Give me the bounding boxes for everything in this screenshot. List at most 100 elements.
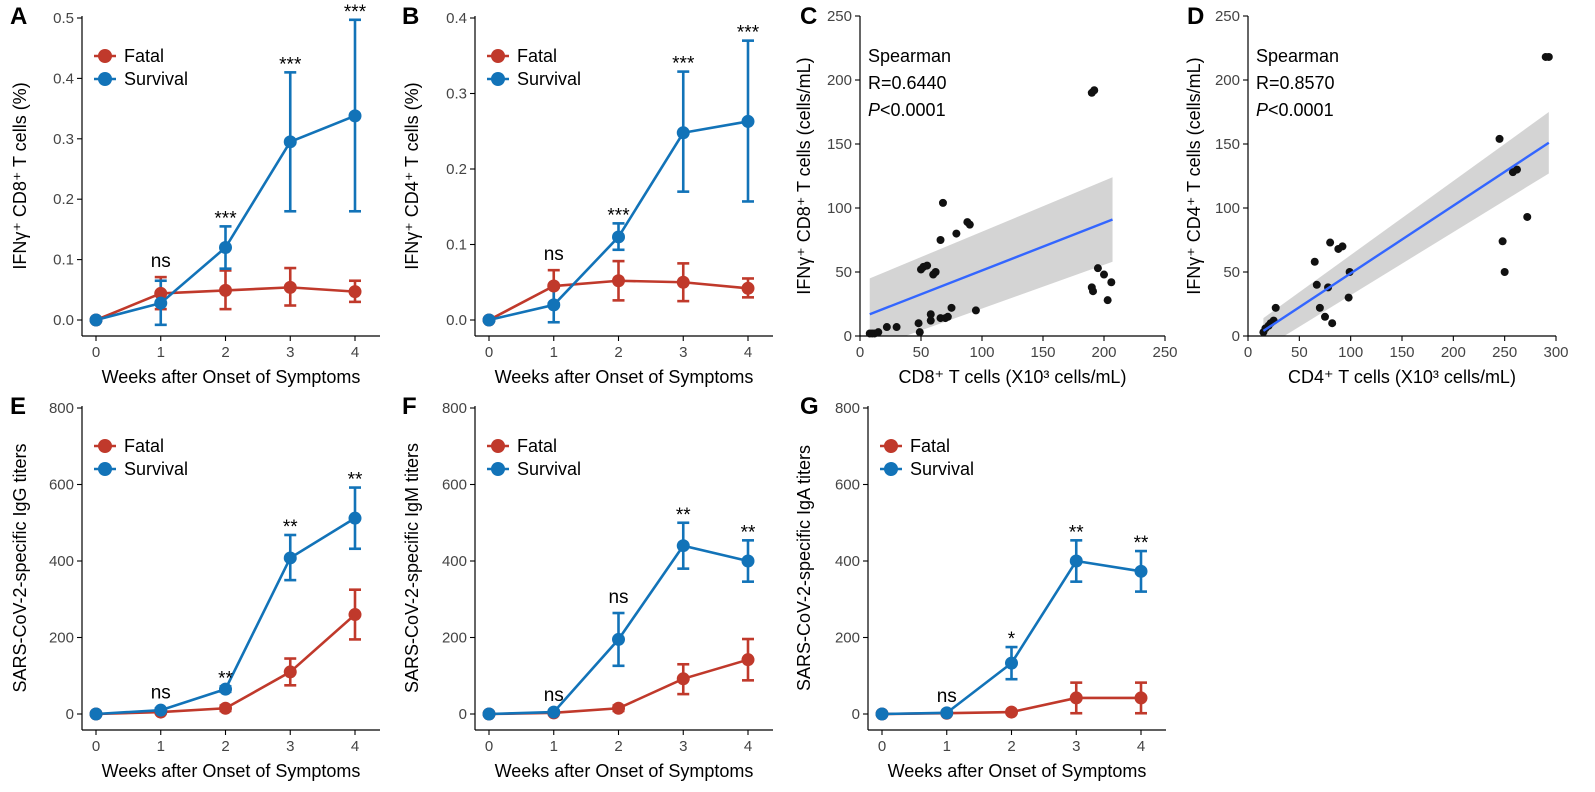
panel-d: 0 50 100 150 200 250 0 50 100 150 200 250 300 CD4⁺ T … [1184, 3, 1569, 387]
panel-e-legend-label: Fatal [124, 436, 164, 456]
panel-g-x-tick-label: 4 [1137, 738, 1145, 755]
panel-d-stat-p: P<0.0001 [1256, 100, 1334, 120]
panel-a-fatal-point [348, 285, 362, 299]
panel-e-legend-label: Survival [124, 459, 188, 479]
panel-b-y-tick-label: 0.2 [446, 161, 467, 178]
panel-g-significance: ns [937, 686, 957, 707]
panel-d-point [1310, 257, 1319, 266]
panel-c-point [965, 220, 974, 229]
panel-f-x-tick-label: 4 [744, 738, 752, 755]
panel-f-significance: ns [544, 685, 564, 706]
panel-g-x-tick-label: 2 [1007, 738, 1015, 755]
panel-g-significance: * [1008, 629, 1016, 650]
panel-d-x-tick-label: 150 [1389, 344, 1414, 361]
panel-b-legend-label: Fatal [517, 46, 557, 66]
panel-c-stat-p: P<0.0001 [868, 100, 946, 120]
panel-c-x-tick-label: 150 [1030, 344, 1055, 361]
panel-f-x-title: Weeks after Onset of Symptoms [495, 761, 754, 781]
panel-e-fatal-point [283, 665, 297, 679]
panel-b-x-title: Weeks after Onset of Symptoms [495, 367, 754, 387]
panel-c-confidence-band [869, 177, 1113, 336]
panel-g-fatal-point [1069, 691, 1083, 705]
panel-d-y-tick-label: 0 [1232, 328, 1240, 345]
panel-c-point [943, 312, 952, 321]
panel-g-legend-swatch-dot [884, 462, 898, 476]
panel-e-legend-swatch-dot [98, 439, 112, 453]
panel-c-x-tick-label: 250 [1152, 344, 1177, 361]
panel-c-y-tick-label: 50 [835, 264, 852, 281]
panel-d-y-title: IFNγ⁺ CD4⁺ T cells (cells/mL) [1184, 57, 1204, 294]
panel-d-point [1326, 238, 1335, 247]
panel-d-point [1321, 312, 1329, 321]
panel-f-fatal-point [612, 701, 625, 715]
panel-b-x-tick-label: 0 [485, 344, 493, 361]
panel-e-x-title: Weeks after Onset of Symptoms [102, 761, 361, 781]
panel-a-significance: *** [279, 54, 302, 75]
panel-c-point [892, 323, 901, 332]
panel-b-significance: *** [672, 54, 695, 75]
panel-c: 0 50 100 150 200 250 0 50 100 150 200 250 CD8⁺ T cel… [794, 3, 1178, 387]
panel-e-significance: ns [151, 682, 171, 703]
panel-c-stat-r: R=0.6440 [868, 73, 947, 93]
panel-b-x-tick-label: 1 [550, 344, 558, 361]
panel-b-survival-point [482, 313, 496, 327]
panel-e-significance: ** [218, 668, 233, 689]
panel-b-significance: *** [737, 23, 760, 44]
panel-e-fatal-point [348, 608, 362, 622]
panel-b-survival-point [547, 298, 561, 312]
panel-e-y-tick-label: 400 [49, 553, 74, 570]
panel-g-y-tick-label: 400 [835, 553, 860, 570]
panel-e-x-tick-label: 1 [157, 738, 165, 755]
panel-a-significance: *** [344, 2, 367, 23]
panel-a-legend-swatch-dot [98, 72, 112, 86]
panel-f-x-tick-label: 1 [550, 738, 558, 755]
panel-e-y-tick-label: 0 [66, 706, 74, 723]
panel-a-significance: *** [214, 208, 237, 229]
panel-c-x-tick-label: 0 [856, 344, 864, 361]
panel-a-y-tick-label: 0.5 [53, 10, 74, 27]
panel-d-confidence-band [1263, 112, 1549, 336]
panel-b-fatal-point [547, 279, 561, 293]
panel-a-y-title: IFNγ⁺ CD8⁺ T cells (%) [10, 82, 30, 269]
panel-b-fatal-point [741, 281, 755, 295]
panel-b-y-tick-label: 0.1 [446, 237, 467, 254]
panel-c-y-tick-label: 250 [827, 8, 852, 25]
panel-c-point [1100, 270, 1108, 279]
panel-f-legend-swatch-dot [491, 439, 505, 453]
panel-f: 0 200 400 600 800 0 1 2 3 4 Weeks after Onset of S… [402, 393, 773, 781]
panel-d-x-tick-label: 250 [1492, 344, 1517, 361]
panel-a-x-tick-label: 3 [286, 344, 294, 361]
panel-b: 0.0 0.1 0.2 0.3 0.4 0 1 2 3 4 Weeks after Onset of… [402, 3, 773, 387]
panel-c-point [923, 261, 932, 270]
panel-b-y-tick-label: 0.0 [446, 312, 467, 329]
panel-g-y-tick-label: 200 [835, 630, 860, 647]
panel-c-x-tick-label: 50 [913, 344, 930, 361]
panel-f-survival-point [741, 554, 755, 568]
panel-g-fatal-point [1005, 705, 1018, 719]
panel-g-significance: ** [1069, 522, 1084, 543]
panel-a-significance: ns [151, 251, 171, 272]
panel-d-stat-method: Spearman [1256, 46, 1339, 66]
panel-a-x-tick-label: 0 [92, 344, 100, 361]
panel-c-point [926, 310, 935, 319]
panel-c-point [882, 323, 891, 332]
panel-a-survival-point [89, 313, 103, 327]
panel-d-point [1500, 268, 1509, 276]
panel-c-fit-line [869, 218, 1113, 316]
panel-d-x-tick-label: 200 [1441, 344, 1466, 361]
panel-c-x-tick-label: 100 [969, 344, 994, 361]
panel-c-y-tick-label: 0 [844, 328, 852, 345]
panel-a-legend-swatch-dot [98, 49, 112, 63]
panel-a-survival-point [283, 135, 297, 149]
panel-e-y-tick-label: 800 [49, 400, 74, 417]
panel-g-survival-point [1005, 656, 1018, 670]
panel-g-x-tick-label: 0 [878, 738, 886, 755]
panel-c-y-tick-label: 150 [827, 136, 852, 153]
panel-b-survival-point [741, 114, 755, 128]
panel-a-y-tick-label: 0.1 [53, 252, 74, 269]
panel-e-y-title: SARS-CoV-2-specific IgG titers [10, 443, 30, 692]
panel-g-letter: G [800, 393, 819, 420]
panel-b-y-tick-label: 0.4 [446, 10, 467, 27]
panel-c-stat-method: Spearman [868, 46, 951, 66]
panel-c-y-tick-label: 100 [827, 200, 852, 217]
